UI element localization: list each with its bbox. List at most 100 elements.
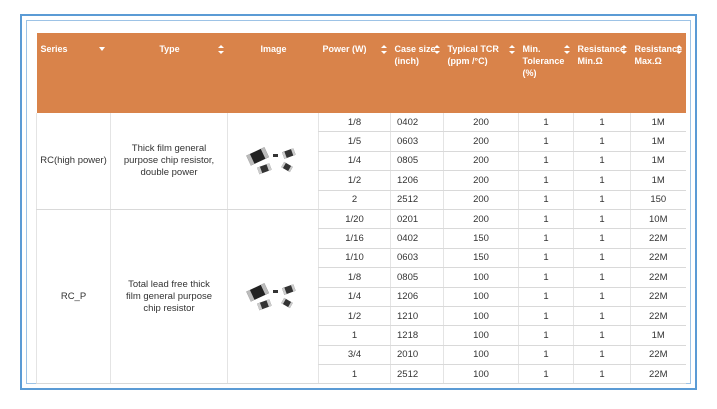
data-cell-text: 100 [473,310,489,322]
data-cell: 1M [630,151,686,172]
column-header[interactable]: Case size (inch) [390,33,444,113]
data-cell-text: 1/2 [347,310,362,322]
data-cell: 1 [518,306,574,327]
data-cell-text: 1M [651,329,665,341]
data-cell: 0805 [390,267,444,288]
data-cell-text: 1 [543,271,549,283]
data-cell: 1M [630,170,686,191]
data-cell: 22M [630,267,686,288]
data-cell: 1/5 [318,131,391,152]
data-cell: 22M [630,364,686,385]
column-header[interactable]: Resistance Max.Ω [630,33,686,113]
image-cell [227,209,319,385]
data-cell: 1/16 [318,228,391,249]
resistor-table: Series Type Image Power (W) Case size (inch)… [36,33,686,385]
data-cell-text: 0603 [397,136,419,148]
data-cell-text: 1 [543,194,549,206]
data-cell: 100 [443,267,519,288]
data-cell: 0402 [390,113,444,133]
image-cell [227,113,319,210]
sort-icon[interactable] [217,45,224,54]
column-header[interactable]: Typical TCR (ppm /°C) [443,33,519,113]
data-cell-text: 1 [599,349,605,361]
data-cell-text: 200 [473,213,489,225]
data-cell: 1 [573,345,631,366]
data-cell: 1 [518,170,574,191]
sort-icon[interactable] [675,45,682,54]
data-cell: 200 [443,190,519,210]
data-cell: 1 [318,325,391,346]
data-cell-text: 1 [543,213,549,225]
data-cell-text: 100 [473,349,489,361]
data-cell: 1 [518,267,574,288]
column-header-text: Power (W) [322,44,367,54]
data-cell: 1206 [390,170,444,191]
data-cell: 1 [573,113,631,133]
data-cell: 1M [630,113,686,133]
data-cell-text: 22M [649,368,668,380]
sort-icon[interactable] [620,45,627,54]
data-cell: 1 [573,151,631,172]
column-header[interactable]: Type [110,33,228,113]
column-header-text: Min. Tolerance (%) [522,44,565,78]
table-row: 1/2 1210 100 1 1 22M [37,306,686,327]
data-cell-text: 1 [599,329,605,341]
data-cell-text: 100 [473,368,489,380]
sort-icon[interactable] [563,45,570,54]
data-cell: 200 [443,170,519,191]
data-cell: 100 [443,325,519,346]
column-header-text: Typical TCR (ppm /°C) [447,44,499,66]
data-cell-text: 200 [473,194,489,206]
data-cell: 22M [630,345,686,366]
data-cell-text: 22M [649,233,668,245]
column-header-text: Resistance Min.Ω [577,44,626,66]
data-cell: 1 [518,190,574,210]
data-cell: 2010 [390,345,444,366]
data-cell-text: 1 [543,116,549,128]
data-cell: 1/2 [318,170,391,191]
data-cell: 1/4 [318,287,391,307]
dropdown-icon[interactable] [98,47,105,51]
data-cell-text: 1 [543,233,549,245]
data-cell: 1 [518,364,574,385]
chip-image [246,282,296,310]
data-cell: 200 [443,113,519,133]
column-header-text: Type [159,44,180,54]
data-cell: 0603 [390,131,444,152]
data-cell-text: 1/8 [347,271,362,283]
data-cell: 1206 [390,287,444,307]
column-header[interactable]: Min. Tolerance (%) [518,33,574,113]
data-cell: 1 [518,113,574,133]
data-cell-text: 1 [599,291,605,303]
data-cell: 1 [518,151,574,172]
data-cell: 0603 [390,248,444,269]
sort-icon[interactable] [380,45,387,54]
column-header-text: Case size (inch) [394,44,436,66]
data-cell: 1/20 [318,209,391,230]
data-cell-text: 100 [473,291,489,303]
data-cell: 1M [630,131,686,152]
data-cell-text: 1218 [397,329,419,341]
data-cell-text: 0201 [397,213,419,225]
data-cell-text: 1 [543,291,549,303]
data-cell: 1210 [390,306,444,327]
data-cell-text: 22M [649,252,668,264]
data-cell: 2512 [390,190,444,210]
data-cell: 2512 [390,364,444,385]
sort-icon[interactable] [508,45,515,54]
data-cell-text: 1 [599,136,605,148]
data-cell-text: 1/8 [347,116,362,128]
data-cell: 1 [518,228,574,249]
data-cell-text: 1/16 [345,233,364,245]
table-row: 1/5 0603 200 1 1 1M [37,131,686,152]
column-header[interactable]: Power (W) [318,33,391,113]
sort-icon[interactable] [433,45,440,54]
data-cell: 200 [443,209,519,230]
data-cell: 1218 [390,325,444,346]
data-cell-text: 1 [599,233,605,245]
column-header[interactable]: Resistance Min.Ω [573,33,631,113]
data-cell-text: 200 [473,155,489,167]
data-cell-text: 150 [473,233,489,245]
column-header-text: Resistance Max.Ω [634,44,683,66]
column-header[interactable]: Series [36,33,111,113]
